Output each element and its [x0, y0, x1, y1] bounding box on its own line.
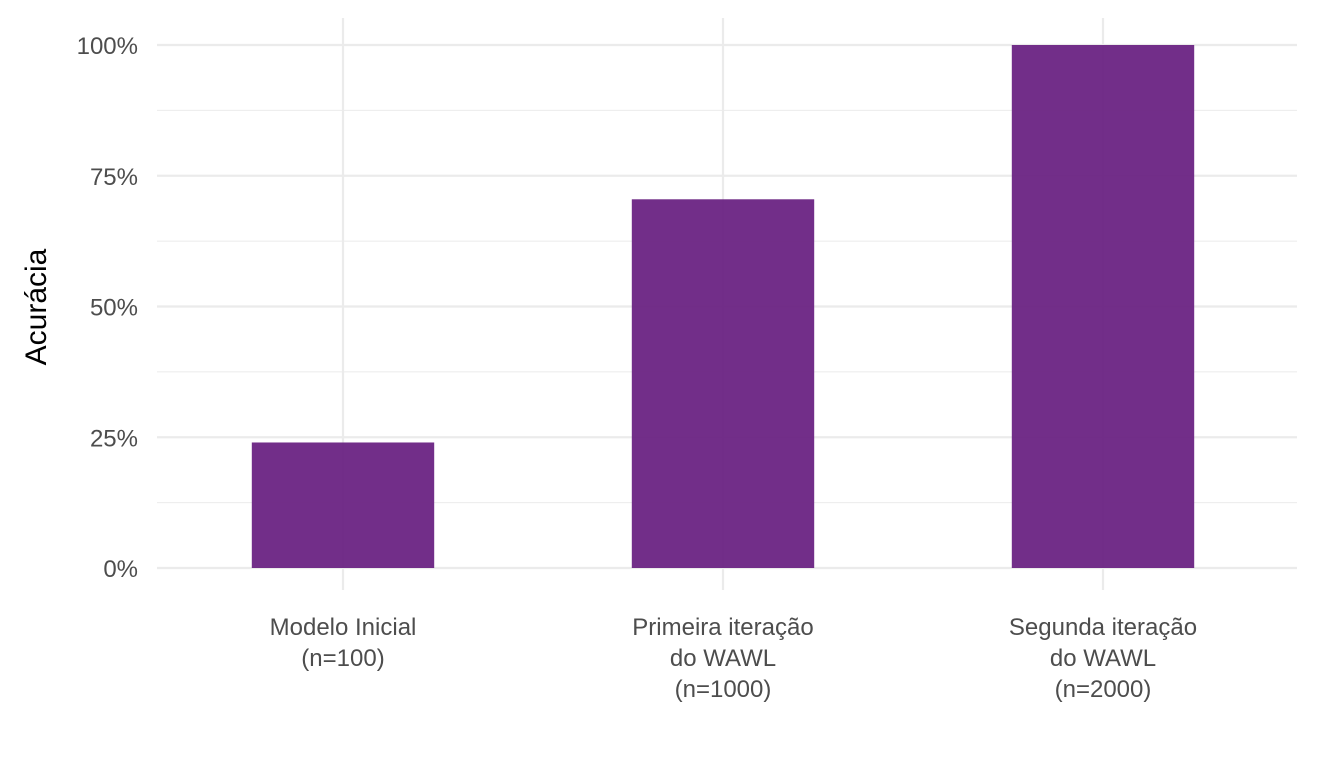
- y-tick-label: 0%: [103, 556, 138, 583]
- bars: [251, 45, 1195, 568]
- x-tick-label: Primeira iteração do WAWL (n=1000): [632, 614, 813, 703]
- x-tick-label-line: (n=1000): [675, 676, 772, 703]
- bar: [1011, 45, 1195, 568]
- y-tick-label: 25%: [90, 425, 138, 452]
- y-tick-label: 75%: [90, 164, 138, 191]
- bar: [251, 442, 435, 568]
- x-tick-label-line: do WAWL: [670, 645, 776, 672]
- x-tick-label-line: (n=2000): [1055, 676, 1152, 703]
- y-axis-tick-labels: 0% 25% 50% 75% 100%: [77, 33, 138, 583]
- x-axis-tick-labels: Modelo Inicial (n=100) Primeira iteração do…: [270, 614, 1197, 703]
- y-tick-label: 50%: [90, 295, 138, 322]
- x-tick-label: Modelo Inicial (n=100): [270, 614, 417, 672]
- x-tick-label-line: Primeira iteração: [632, 614, 813, 641]
- bar: [631, 199, 815, 568]
- x-tick-label-line: (n=100): [301, 645, 384, 672]
- y-axis-title: Acurácia: [20, 248, 53, 365]
- x-tick-label-line: Segunda iteração: [1009, 614, 1197, 641]
- y-tick-label: 100%: [77, 33, 138, 60]
- x-tick-label-line: do WAWL: [1050, 645, 1156, 672]
- x-tick-label: Segunda iteração do WAWL (n=2000): [1009, 614, 1197, 703]
- x-tick-label-line: Modelo Inicial: [270, 614, 417, 641]
